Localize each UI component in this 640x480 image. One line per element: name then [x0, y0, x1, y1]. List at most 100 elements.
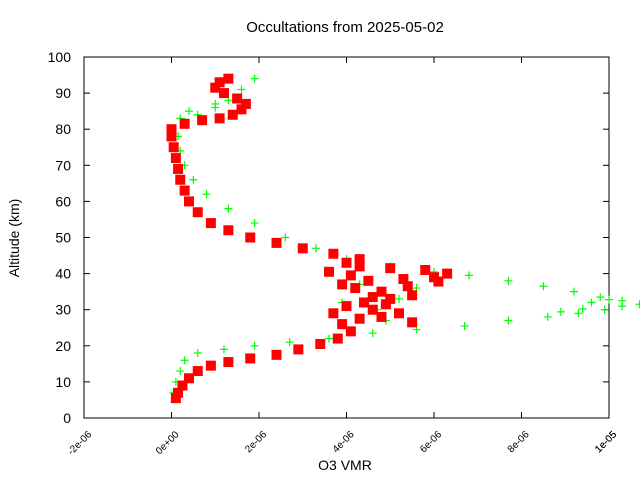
plot-border [83, 56, 610, 419]
data-point [354, 261, 365, 272]
data-point [245, 353, 256, 364]
data-point [210, 82, 221, 93]
data-point [325, 334, 333, 343]
data-point [176, 367, 185, 376]
data-point [297, 243, 308, 254]
y-tick-label: 20 [55, 338, 71, 354]
data-point [232, 93, 243, 104]
data-point [166, 124, 177, 135]
plot-frame [83, 56, 610, 419]
data-point [504, 276, 513, 285]
data-point [311, 244, 320, 253]
data-point [223, 73, 234, 84]
data-point [293, 344, 304, 355]
y-axis-label: Altitude (km) [6, 199, 22, 278]
data-point [394, 308, 404, 319]
data-point [285, 338, 294, 347]
data-point [578, 304, 587, 313]
data-point [193, 349, 202, 358]
series-1 [169, 74, 640, 397]
data-point [407, 290, 418, 301]
data-point [168, 142, 179, 153]
data-point [345, 326, 356, 337]
data-point [179, 185, 190, 196]
data-point [205, 360, 216, 371]
data-point [539, 282, 548, 291]
data-point [574, 309, 583, 318]
data-point [460, 321, 469, 330]
data-point [173, 163, 184, 174]
x-tick-label: 0e+00 [154, 429, 182, 457]
data-point [271, 349, 282, 360]
data-point [220, 345, 228, 354]
data-point [224, 204, 233, 213]
y-tick-label: 40 [55, 266, 71, 282]
data-point [236, 104, 247, 115]
data-point [341, 301, 352, 312]
data-point [402, 281, 413, 292]
data-point [250, 74, 259, 83]
data-point [237, 85, 246, 94]
data-point [192, 366, 203, 377]
data-point [359, 297, 369, 308]
data-point [605, 295, 613, 304]
data-point [350, 283, 361, 294]
data-point [354, 254, 365, 265]
y-tick-label: 10 [55, 374, 71, 390]
data-point [281, 233, 290, 242]
x-tick-label: 8e-06 [506, 429, 532, 455]
data-point [205, 218, 216, 229]
y-tick-label: 80 [55, 121, 71, 137]
data-point [173, 387, 184, 398]
data-point [197, 115, 208, 126]
chart-title: Occultations from 2025-05-02 [246, 19, 444, 36]
data-point [407, 317, 418, 328]
data-point [189, 175, 198, 184]
data-point [368, 329, 377, 338]
data-point [367, 304, 378, 315]
data-point [219, 88, 229, 99]
x-tick-label: 1e-05 [593, 429, 619, 455]
data-point [185, 107, 193, 116]
data-point [354, 313, 365, 324]
y-tick-label: 100 [48, 49, 72, 65]
data-point [315, 338, 326, 349]
data-point [345, 270, 356, 281]
data-point [250, 341, 259, 350]
data-point [202, 190, 211, 199]
x-tick-label: 6e-06 [418, 429, 444, 455]
data-point [596, 293, 605, 302]
data-point [385, 263, 396, 274]
data-point [328, 308, 339, 319]
data-point [363, 275, 374, 286]
data-point [376, 286, 387, 297]
data-point [324, 266, 334, 277]
data-point [175, 174, 186, 185]
data-point [337, 279, 348, 290]
data-point [618, 296, 627, 305]
y-axis: 0 10 20 30 40 50 60 70 80 90 100 [48, 49, 609, 426]
data-point [332, 333, 343, 344]
y-tick-label: 90 [55, 85, 71, 101]
data-point [504, 316, 513, 325]
data-point [214, 77, 225, 88]
data-point [556, 307, 565, 316]
x-axis: -2e-06 0e+00 2e-06 4e-06 6e-06 8e-06 1e-051e-0… [66, 57, 619, 458]
data-point [180, 356, 189, 365]
data-point [635, 300, 640, 309]
x-tick-label: -2e-06 [66, 429, 95, 458]
data-point [240, 98, 251, 109]
data-point [250, 219, 259, 228]
y-tick-label: 50 [55, 230, 71, 246]
data-point [385, 293, 396, 304]
data-point [442, 268, 453, 279]
data-point [184, 196, 194, 207]
data-point [433, 276, 444, 287]
y-tick-label: 60 [55, 193, 71, 209]
data-point [341, 257, 352, 268]
data-point [192, 207, 203, 218]
data-point [328, 248, 339, 259]
x-tick-label: 4e-06 [331, 429, 357, 455]
data-point [211, 99, 220, 108]
